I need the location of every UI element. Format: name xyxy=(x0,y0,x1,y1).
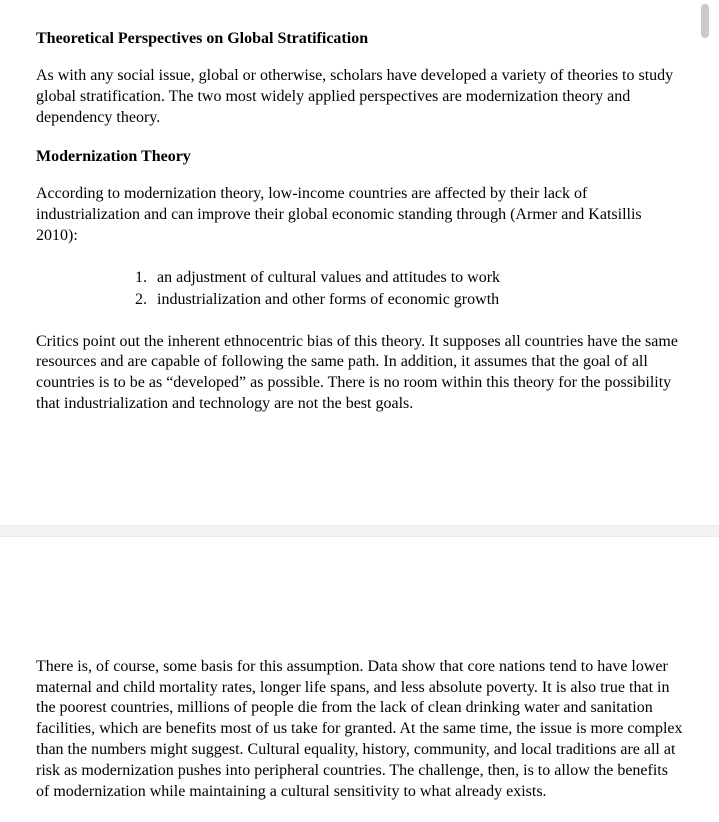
modernization-intro: According to modernization theory, low-i… xyxy=(36,184,683,246)
main-heading: Theoretical Perspectives on Global Strat… xyxy=(36,30,683,48)
critique-paragraph: Critics point out the inherent ethnocent… xyxy=(36,332,683,415)
intro-paragraph: As with any social issue, global or othe… xyxy=(36,66,683,128)
document-page-2: There is, of course, some basis for this… xyxy=(0,537,719,822)
page-bottom-margin xyxy=(36,415,683,505)
modernization-list: an adjustment of cultural values and att… xyxy=(36,267,683,312)
sub-heading-modernization: Modernization Theory xyxy=(36,148,683,166)
list-item: an adjustment of cultural values and att… xyxy=(151,267,683,289)
page-top-margin xyxy=(36,567,683,657)
page-break xyxy=(0,525,719,537)
continuation-paragraph: There is, of course, some basis for this… xyxy=(36,657,683,803)
scrollbar-thumb[interactable] xyxy=(701,4,709,38)
document-page-1: Theoretical Perspectives on Global Strat… xyxy=(0,0,719,525)
list-item: industrialization and other forms of eco… xyxy=(151,289,683,311)
